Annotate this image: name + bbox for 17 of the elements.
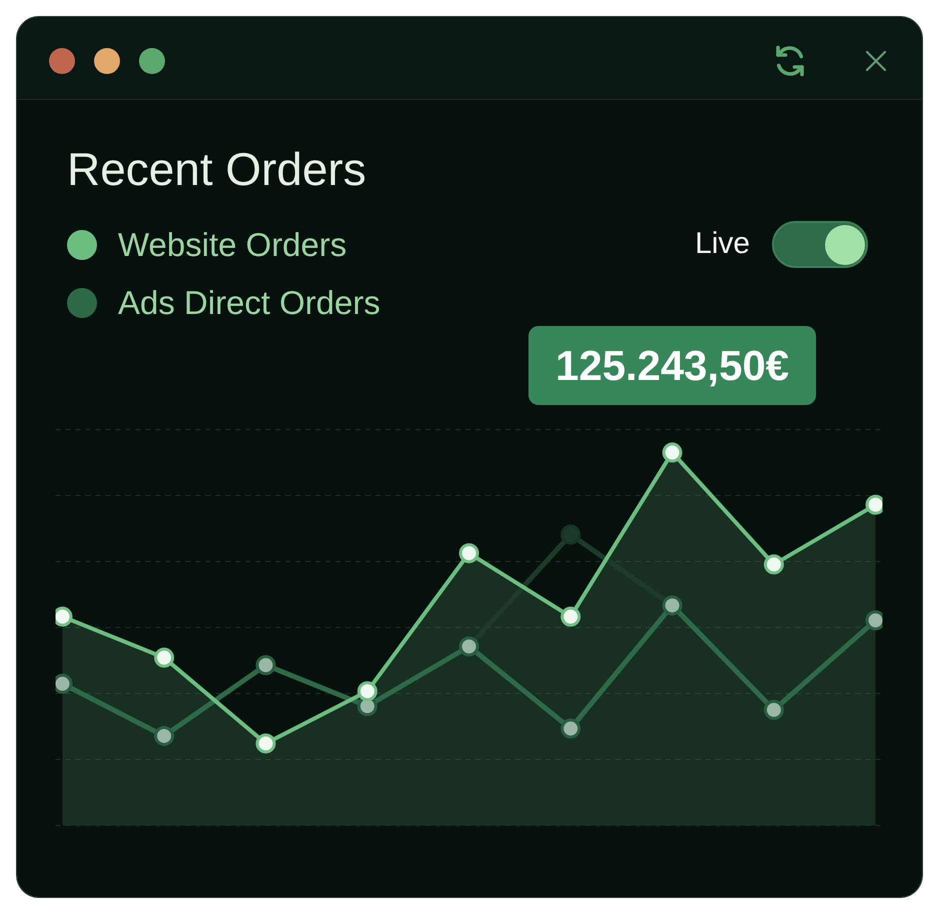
point [256, 733, 276, 754]
point [154, 726, 174, 746]
point [560, 524, 581, 545]
point [764, 554, 784, 574]
point [459, 543, 479, 564]
point [357, 681, 378, 702]
point [154, 648, 174, 668]
point [662, 442, 682, 463]
legend-label: Website Orders [118, 226, 347, 263]
point [560, 606, 581, 627]
point [560, 718, 581, 739]
legend-label: Ads Direct Orders [118, 284, 380, 321]
chart-title: Recent Orders [67, 143, 366, 195]
annotation: 125.243,50€ [555, 342, 790, 390]
text: Live [694, 227, 750, 260]
point [764, 700, 784, 720]
point [256, 655, 276, 676]
